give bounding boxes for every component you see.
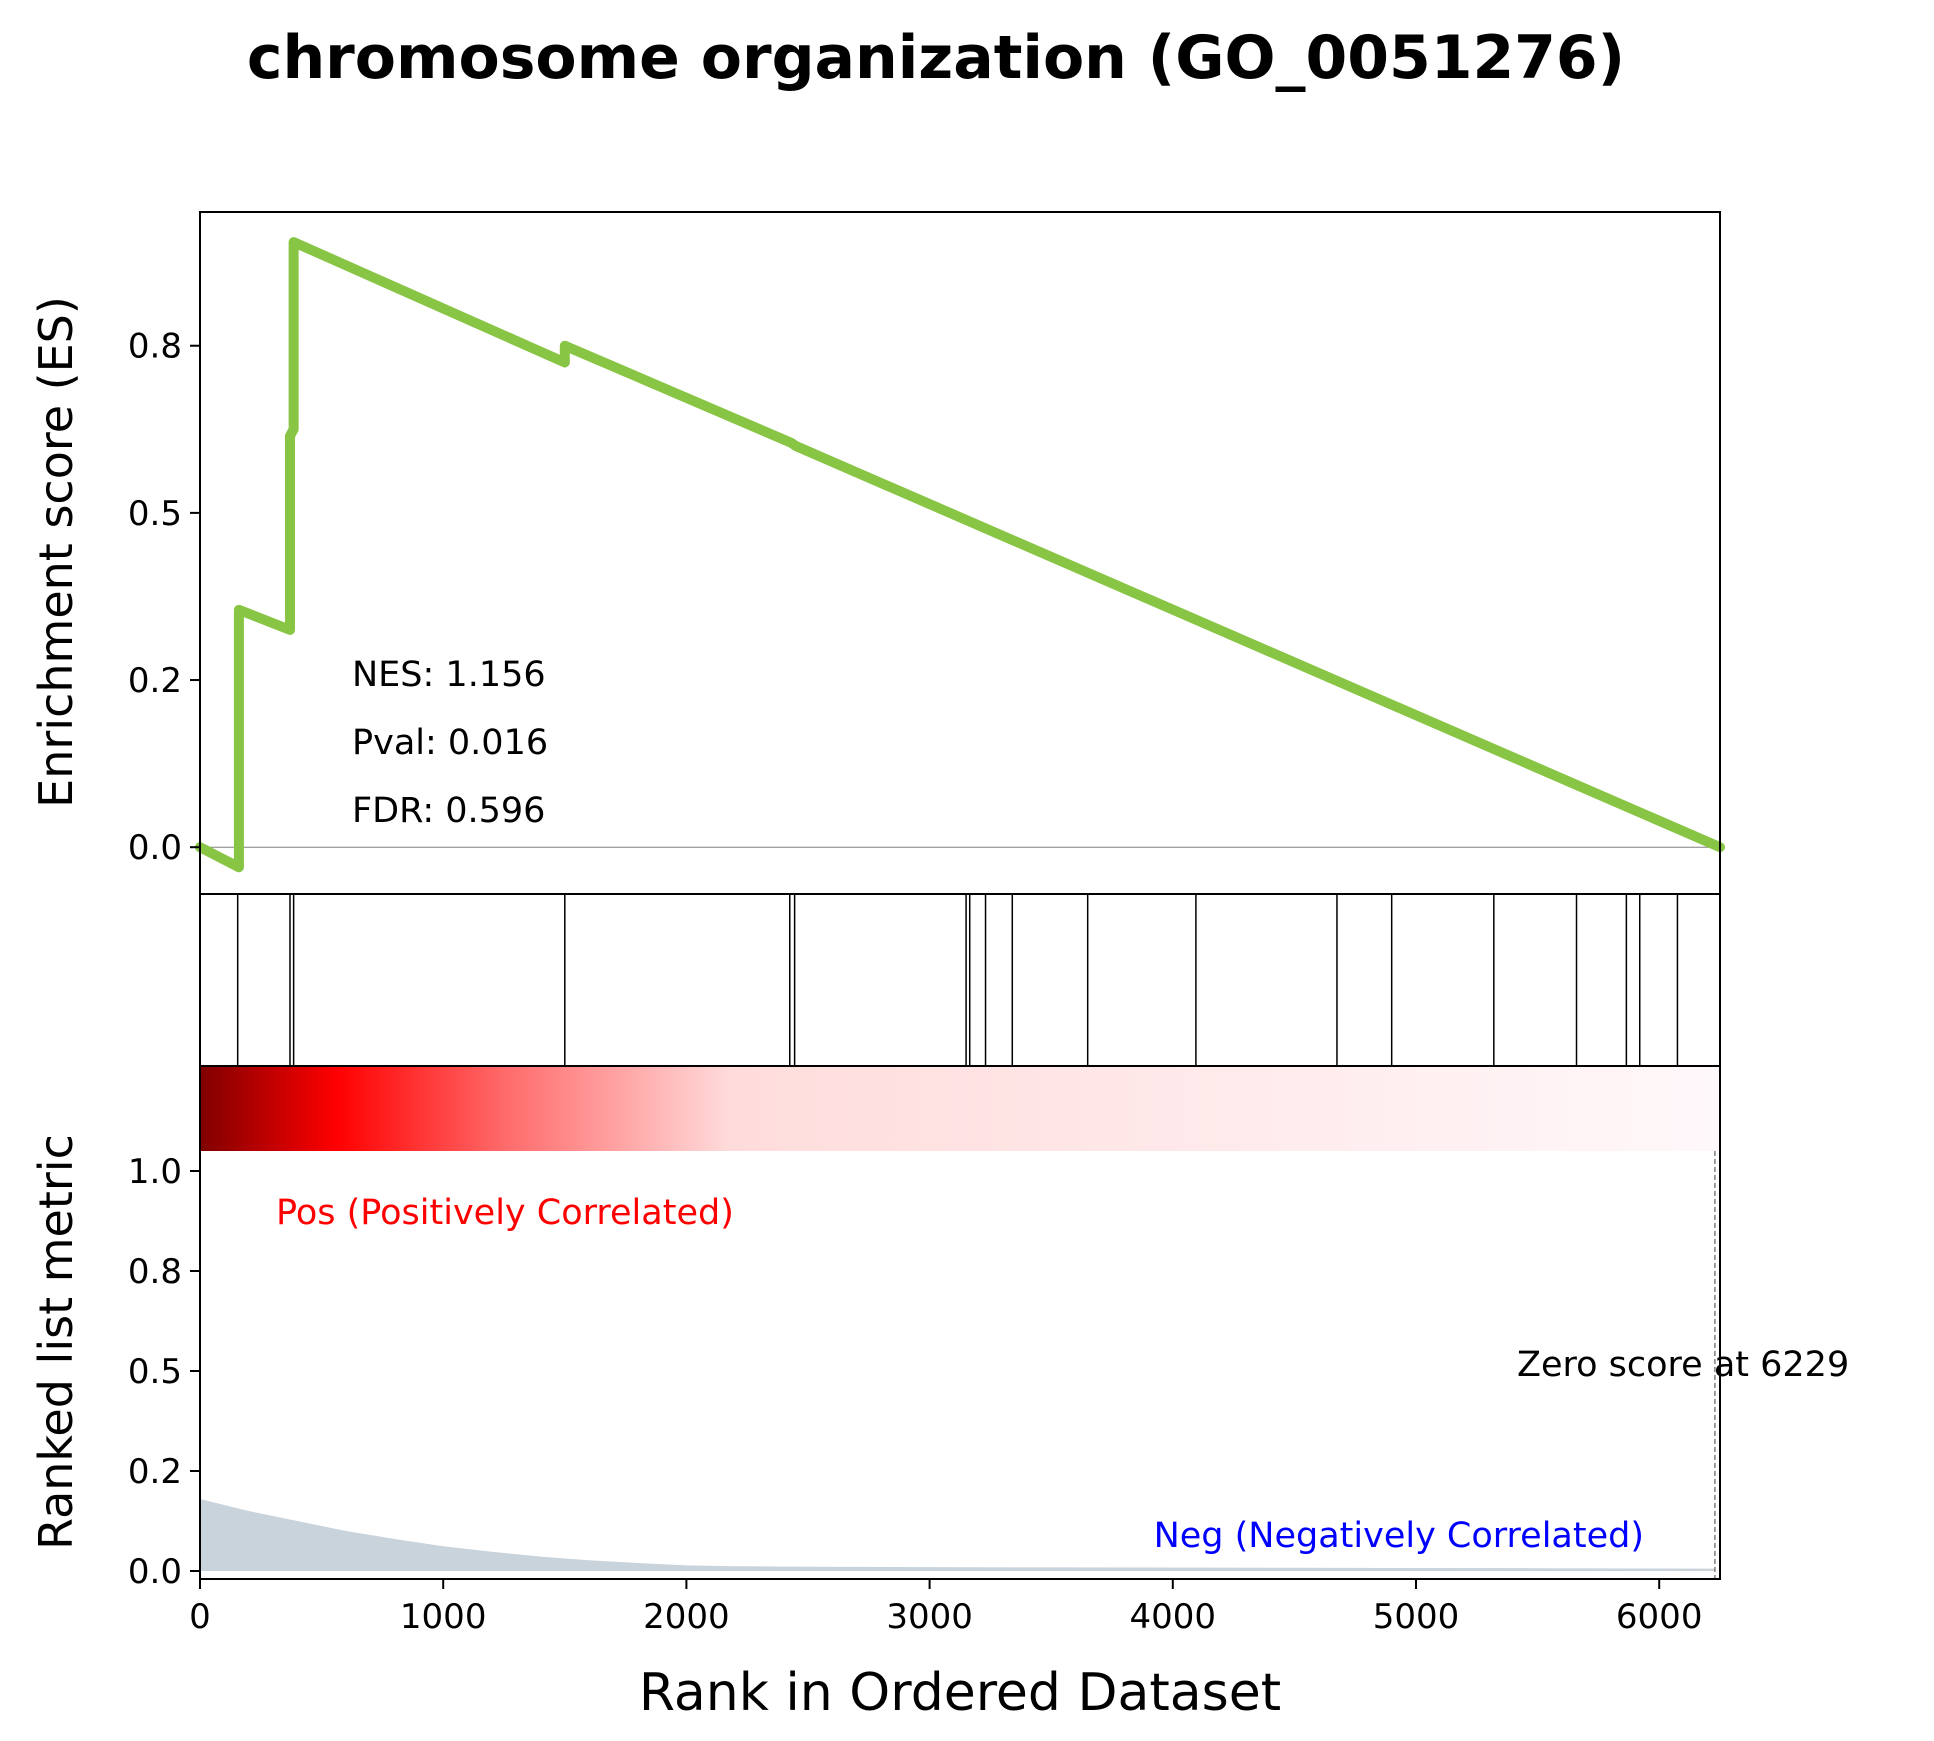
x-tick-label: 3000 [886, 1597, 973, 1637]
es-y-tick-label: 0.8 [128, 327, 182, 367]
fdr-annotation: FDR: 0.596 [352, 791, 545, 831]
pval-annotation: Pval: 0.016 [352, 723, 548, 763]
es-y-tick-label: 0.5 [128, 494, 182, 534]
x-tick-label: 5000 [1373, 1597, 1460, 1637]
hits-panel-frame [199, 893, 1721, 1067]
es-curve [195, 237, 1725, 873]
hit-lines [236, 894, 1679, 1066]
es-panel: 0.0 0.2 0.5 0.8 NES: 1.156 Pval: 0.016 FDR:… [29, 211, 1725, 895]
metric-y-tick-label: 0.0 [128, 1552, 182, 1592]
hits-panel [199, 893, 1721, 1067]
x-tick-label: 1000 [400, 1597, 487, 1637]
metric-panel-frame [199, 1065, 1721, 1580]
metric-y-ticks: 0.0 0.2 0.5 0.8 1.0 [128, 1152, 200, 1592]
es-y-axis-label: Enrichment score (ES) [29, 296, 83, 808]
x-tick-label: 2000 [643, 1597, 730, 1637]
metric-y-tick-label: 0.8 [128, 1252, 182, 1292]
zero-score-label: Zero score at 6229 [1517, 1345, 1849, 1385]
es-y-ticks: 0.0 0.2 0.5 0.8 [128, 327, 200, 868]
es-y-tick-label: 0.2 [128, 661, 182, 701]
nes-annotation: NES: 1.156 [352, 655, 546, 695]
x-ticks: 0 1000 2000 3000 4000 5000 6000 [189, 1579, 1702, 1637]
neg-label: Neg (Negatively Correlated) [1154, 1516, 1644, 1556]
metric-y-tick-label: 0.2 [128, 1452, 182, 1492]
correlation-heatmap-bar [200, 1066, 1720, 1151]
metric-panel: Zero score at 6229 Pos (Positively Corre… [29, 1065, 1849, 1723]
x-axis-label: Rank in Ordered Dataset [639, 1663, 1281, 1723]
x-tick-label: 0 [189, 1597, 211, 1637]
ranked-metric-area [200, 1499, 1715, 1571]
metric-y-tick-label: 1.0 [128, 1152, 182, 1192]
x-tick-label: 6000 [1616, 1597, 1703, 1637]
metric-y-axis-label: Ranked list metric [29, 1134, 83, 1550]
chart-title: chromosome organization (GO_0051276) [247, 23, 1625, 93]
es-y-tick-label: 0.0 [128, 828, 182, 868]
pos-label: Pos (Positively Correlated) [276, 1193, 734, 1233]
x-tick-label: 4000 [1130, 1597, 1217, 1637]
metric-y-tick-label: 0.5 [128, 1352, 182, 1392]
